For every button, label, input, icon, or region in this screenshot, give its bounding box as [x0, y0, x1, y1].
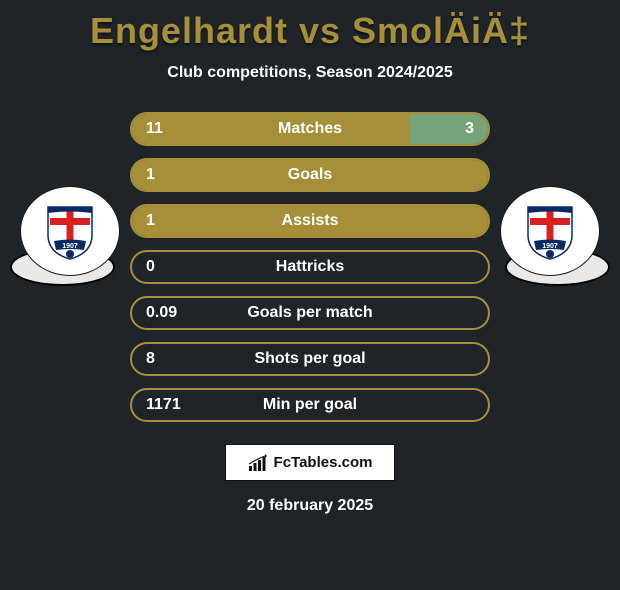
stat-bar: 0.09 Goals per match: [130, 296, 490, 330]
stat-bars: 11 Matches 3 1 Goals 1 Assists 0 Hattricks 0.09 Go…: [130, 112, 490, 422]
stat-label: Goals: [288, 166, 332, 184]
stat-left-value: 1: [146, 166, 155, 184]
stat-left-value: 0.09: [146, 304, 177, 322]
chart-icon: [248, 454, 268, 472]
stat-label: Min per goal: [263, 396, 357, 414]
stat-bar: 1 Goals: [130, 158, 490, 192]
stat-label: Shots per goal: [254, 350, 365, 368]
club-shield-icon: 1907: [44, 201, 96, 261]
stat-label: Hattricks: [276, 258, 344, 276]
club-shield-icon: 1907: [524, 201, 576, 261]
club-badge-right: 1907: [500, 186, 600, 276]
club-badge-left: 1907: [20, 186, 120, 276]
stat-right-value: 3: [465, 120, 474, 138]
stat-fill-left: [132, 114, 410, 144]
badge-circle: 1907: [20, 186, 120, 276]
stat-left-value: 1171: [146, 396, 181, 414]
stat-left-value: 1: [146, 212, 155, 230]
date-caption: 20 february 2025: [0, 497, 620, 515]
stat-left-value: 11: [146, 120, 163, 138]
stat-bar: 0 Hattricks: [130, 250, 490, 284]
stat-label: Assists: [282, 212, 339, 230]
season-subtitle: Club competitions, Season 2024/2025: [0, 64, 620, 82]
svg-text:1907: 1907: [542, 243, 558, 250]
svg-text:1907: 1907: [62, 243, 78, 250]
stat-bar: 11 Matches 3: [130, 112, 490, 146]
stat-left-value: 8: [146, 350, 155, 368]
badge-circle: 1907: [500, 186, 600, 276]
stat-bar: 8 Shots per goal: [130, 342, 490, 376]
stat-bar: 1 Assists: [130, 204, 490, 238]
stat-left-value: 0: [146, 258, 155, 276]
stat-fill-right: [410, 114, 488, 144]
stat-label: Matches: [278, 120, 342, 138]
stat-label: Goals per match: [247, 304, 372, 322]
stat-bar: 1171 Min per goal: [130, 388, 490, 422]
brand-badge: FcTables.com: [225, 444, 395, 481]
page-title: Engelhardt vs SmolÄiÄ‡: [0, 10, 620, 52]
brand-text: FcTables.com: [274, 454, 373, 471]
